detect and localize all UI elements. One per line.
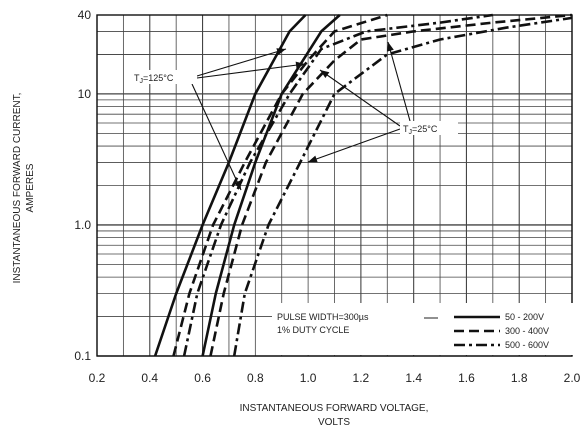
annotation-arrowhead bbox=[320, 70, 330, 79]
annotation-arrow-line bbox=[307, 128, 401, 163]
series-line-solid-25C bbox=[201, 14, 341, 357]
series-line-dashed-125C bbox=[172, 13, 388, 357]
annotation-tj125-text: TJ=125°C bbox=[134, 73, 174, 85]
series-layer bbox=[153, 13, 573, 357]
legend-label-dashed: 300 - 400V bbox=[505, 326, 549, 336]
annotation-arrowhead bbox=[276, 48, 286, 55]
tick-labels: 0.2 0.4 0.6 0.8 1.0 1.2 1.4 1.6 1.8 2.0 0.1 1.0 10 40 bbox=[74, 8, 580, 385]
legend-label-dashdot: 500 - 600V bbox=[505, 340, 549, 350]
annotation-arrow-line bbox=[191, 83, 242, 191]
y-tick-label: 0.1 bbox=[74, 349, 91, 363]
x-tick-label: 1.8 bbox=[511, 371, 528, 385]
x-tick-label: 0.6 bbox=[194, 371, 211, 385]
series-line-dashdot-125C bbox=[182, 13, 493, 357]
x-tick-label: 0.8 bbox=[247, 371, 264, 385]
series-line-solid-125C bbox=[153, 14, 307, 357]
annotation-arrowhead bbox=[387, 42, 394, 52]
annotation-tj25-text: TJ=25°C bbox=[403, 124, 438, 136]
x-tick-label: 1.6 bbox=[458, 371, 475, 385]
legend-bg bbox=[272, 303, 573, 355]
legend-label-solid: 50 - 200V bbox=[505, 312, 544, 322]
x-tick-label: 1.4 bbox=[405, 371, 422, 385]
y-tick-label: 1.0 bbox=[74, 218, 91, 232]
annotation-tj25-bg bbox=[400, 121, 458, 135]
annotation-tj125: TJ=125°C bbox=[131, 70, 197, 85]
annotation-arrow-line bbox=[387, 41, 411, 122]
annotation-arrow-line bbox=[319, 69, 401, 127]
annotation-tj125-bg bbox=[131, 70, 197, 84]
series-line-dashed-25C bbox=[209, 13, 573, 357]
series-line-dashdot-25C bbox=[232, 16, 573, 357]
annotation-arrows bbox=[191, 41, 411, 191]
x-tick-label: 1.0 bbox=[300, 371, 317, 385]
legend: PULSE WIDTH=300µs 1% DUTY CYCLE 50 - 200… bbox=[272, 303, 573, 355]
y-tick-label: 40 bbox=[78, 8, 92, 22]
annotation-tj25: TJ=25°C bbox=[400, 121, 458, 136]
annotation-arrowhead bbox=[308, 155, 318, 163]
y-tick-label: 10 bbox=[78, 87, 92, 101]
grid bbox=[96, 14, 573, 357]
annotation-arrowhead bbox=[234, 180, 241, 190]
annotation-arrow-line bbox=[196, 63, 306, 79]
x-tick-label: 1.2 bbox=[353, 371, 370, 385]
x-tick-label: 0.2 bbox=[89, 371, 106, 385]
annotation-arrow-line bbox=[196, 48, 287, 77]
annotation-arrowhead bbox=[295, 61, 305, 69]
x-tick-label: 2.0 bbox=[564, 371, 581, 385]
x-tick-label: 0.4 bbox=[141, 371, 158, 385]
x-axis-label-line-2: VOLTS bbox=[318, 417, 350, 428]
legend-note-line-2: 1% DUTY CYCLE bbox=[277, 325, 349, 335]
plot-frame bbox=[96, 14, 573, 357]
y-axis-label-line-1: INSTANTANEOUS FORWARD CURRENT, bbox=[12, 93, 23, 284]
y-axis-label-line-2: AMPERES bbox=[25, 163, 36, 212]
legend-note-line-1: PULSE WIDTH=300µs bbox=[277, 312, 369, 322]
x-axis-label-line-1: INSTANTANEOUS FORWARD VOLTAGE, bbox=[240, 403, 429, 414]
